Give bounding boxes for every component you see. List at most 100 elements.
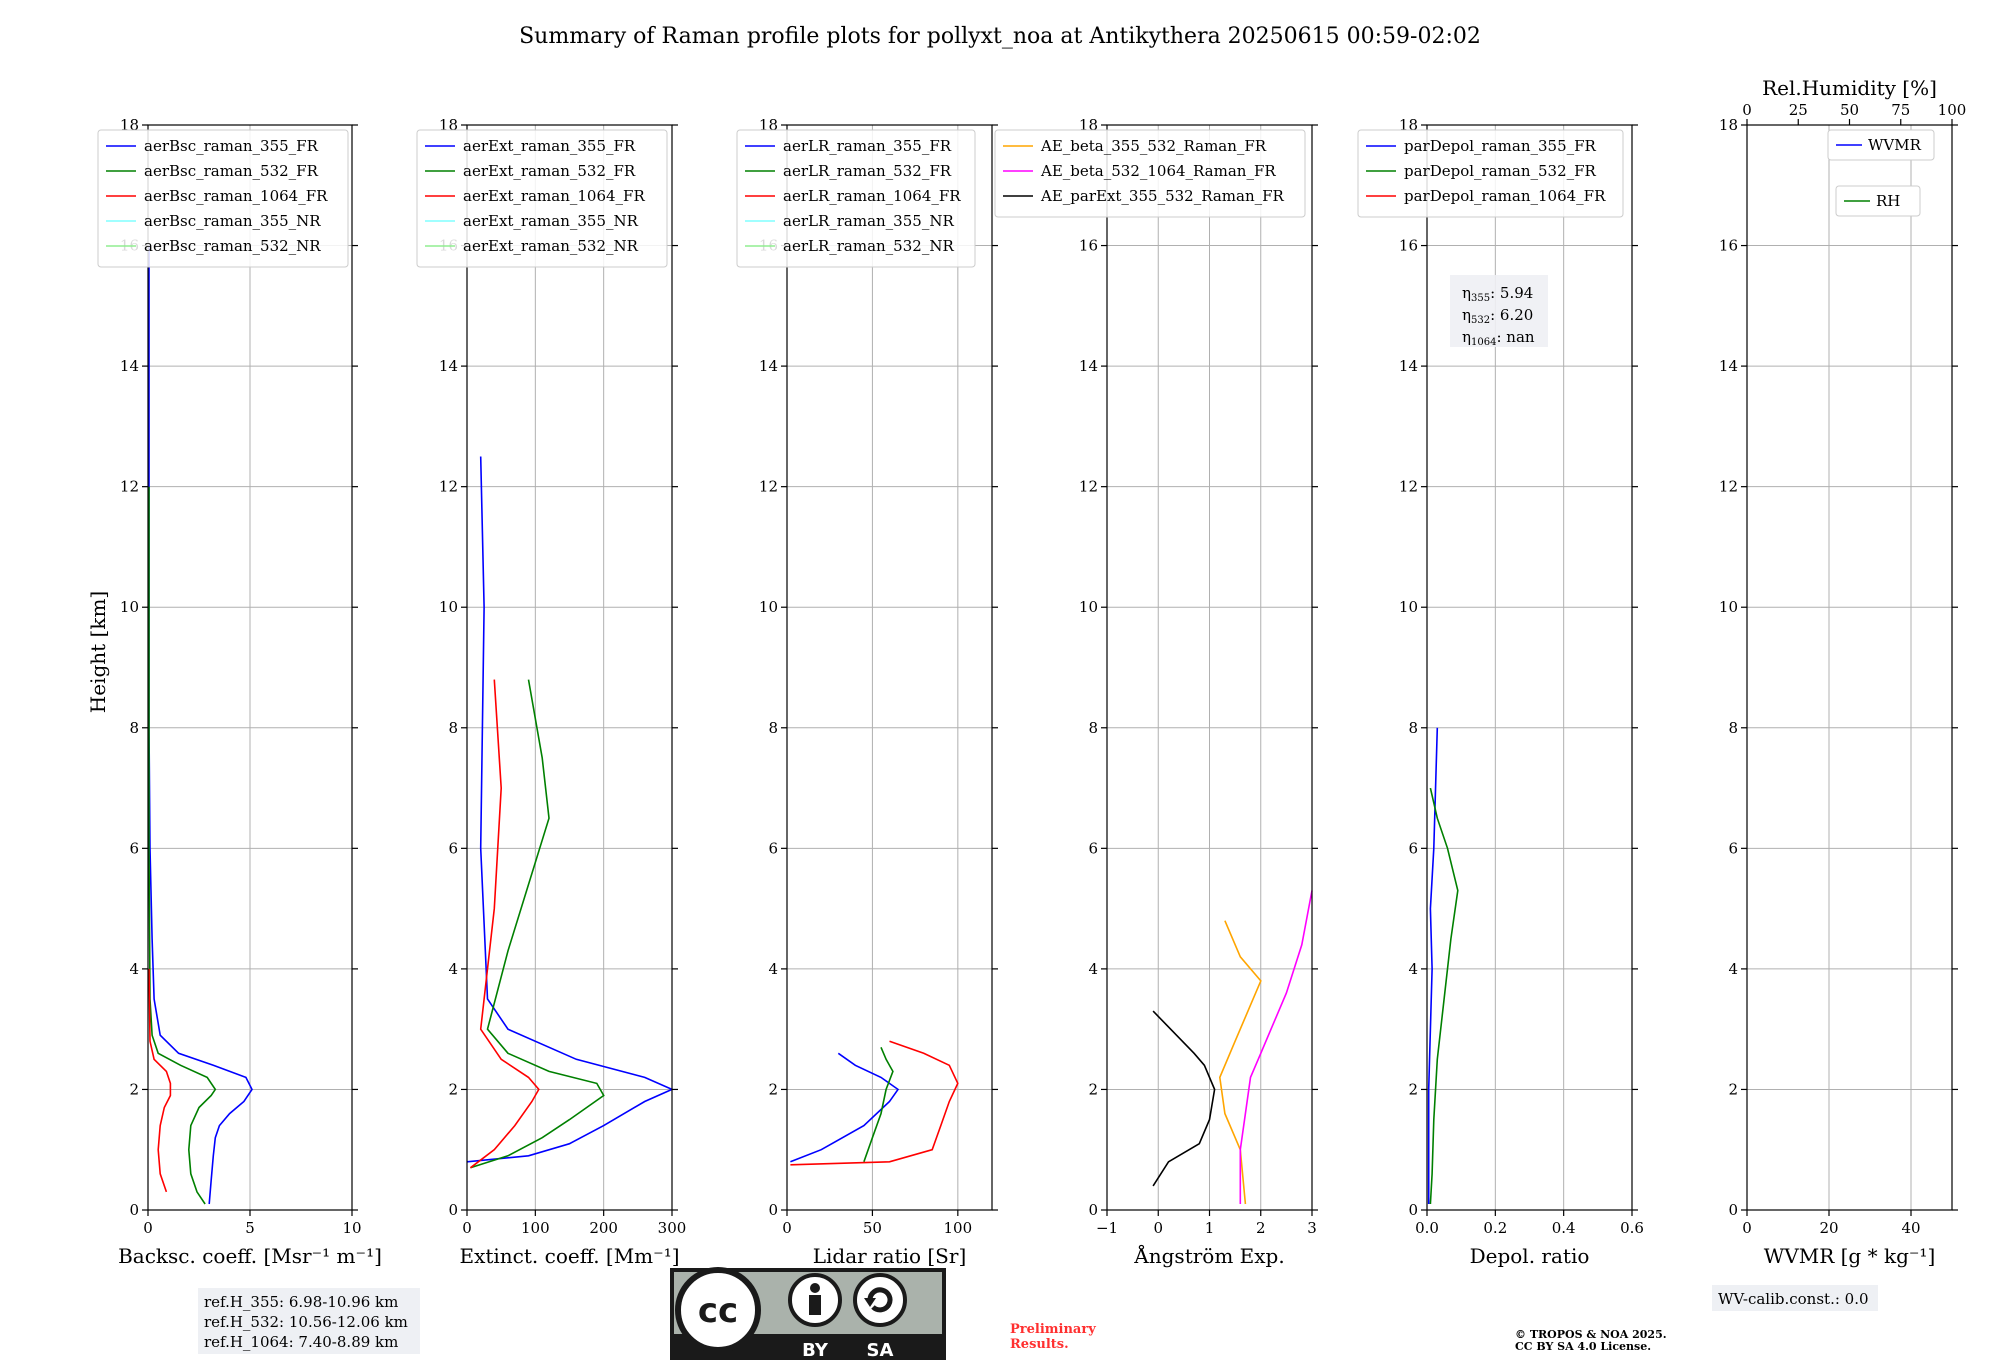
legend-label: aerBsc_raman_532_FR: [144, 162, 319, 180]
y-tick-label: 6: [1728, 839, 1738, 857]
y-tick-label: 2: [1088, 1080, 1098, 1098]
legend-label: aerExt_raman_355_FR: [463, 137, 636, 155]
x-tick-label: 0.6: [1620, 1219, 1644, 1237]
x-tick-label: −1: [1096, 1219, 1118, 1237]
legend-label: AE_beta_532_1064_Raman_FR: [1040, 162, 1276, 180]
top-tick-label: 50: [1840, 101, 1859, 119]
series-aerExt_raman_355_FR: [466, 456, 674, 1163]
x-tick-label: 1: [1205, 1219, 1215, 1237]
y-tick-label: 10: [759, 598, 778, 616]
axes-frame: [786, 124, 993, 1211]
y-tick-label: 14: [439, 357, 458, 375]
x-axis-label: Depol. ratio: [1470, 1244, 1590, 1268]
legend-label: aerBsc_raman_355_NR: [144, 212, 321, 230]
svg-text:WV-calib.const.: 0.0: WV-calib.const.: 0.0: [1718, 1290, 1869, 1308]
copyright-line-1: © TROPOS & NOA 2025.: [1515, 1328, 1667, 1341]
panel-bsc: 0246810121416180510Backsc. coeff. [Msr⁻¹…: [97, 116, 382, 1268]
axes-frame: [1426, 124, 1633, 1211]
series-aerBsc_raman_1064_FR: [148, 968, 172, 1193]
legend-bsc: aerBsc_raman_355_FR aerBsc_raman_532_FRae…: [97, 129, 349, 268]
y-tick-label: 0: [1728, 1201, 1738, 1219]
svg-text:RH: RH: [1876, 192, 1900, 210]
legend-ae: AE_beta_355_532_Raman_FR AE_beta_532_1064…: [994, 129, 1306, 218]
legend-label: AE_parExt_355_532_Raman_FR: [1040, 187, 1285, 205]
svg-text:BY: BY: [802, 1340, 829, 1360]
y-tick-label: 6: [448, 839, 458, 857]
y-tick-label: 0: [1088, 1201, 1098, 1219]
wv-calib-box: WV-calib.const.: 0.0: [1712, 1285, 1878, 1311]
top-tick-label: 0: [1742, 101, 1752, 119]
y-tick-label: 4: [448, 960, 458, 978]
ref-h-1064: ref.H_1064: 7.40-8.89 km: [204, 1333, 398, 1351]
y-tick-label: 14: [1399, 357, 1418, 375]
y-tick-label: 12: [1719, 478, 1738, 496]
y-tick-label: 6: [1088, 839, 1098, 857]
top-tick-label: 100: [1938, 101, 1967, 119]
series-parDepol_raman_355_FR: [1427, 727, 1439, 1204]
legend-dep: parDepol_raman_355_FR parDepol_raman_532_…: [1357, 129, 1624, 218]
preliminary-results-label: Results.: [1010, 1337, 1069, 1352]
series-aerLR_raman_1064_FR: [790, 1040, 959, 1166]
x-tick-label: 3: [1307, 1219, 1317, 1237]
y-tick-label: 0: [129, 1201, 139, 1219]
x-tick-label: 100: [944, 1219, 973, 1237]
x-tick-label: 0: [143, 1219, 153, 1237]
x-tick-label: 50: [863, 1219, 882, 1237]
y-tick-label: 8: [1728, 719, 1738, 737]
y-tick-label: 0: [768, 1201, 778, 1219]
y-tick-label: 2: [768, 1080, 778, 1098]
series-aerExt_raman_1064_FR: [469, 679, 540, 1169]
legend-label: parDepol_raman_355_FR: [1404, 137, 1597, 155]
y-tick-label: 4: [1728, 960, 1738, 978]
y-tick-label: 12: [1079, 478, 1098, 496]
legend-label: AE_beta_355_532_Raman_FR: [1040, 137, 1267, 155]
y-tick-label: 6: [129, 839, 139, 857]
y-tick-label: 14: [759, 357, 778, 375]
x-tick-label: 100: [521, 1219, 550, 1237]
legend-rh: RH: [1835, 185, 1921, 217]
x-tick-label: 0.0: [1415, 1219, 1439, 1237]
top-axis-label: Rel.Humidity [%]: [1762, 76, 1937, 100]
ref-h-532: ref.H_532: 10.56-12.06 km: [204, 1313, 408, 1331]
x-axis-label: Extinct. coeff. [Mm⁻¹]: [459, 1244, 679, 1268]
y-tick-label: 16: [1079, 237, 1098, 255]
series-aerLR_raman_355_FR: [790, 1052, 900, 1163]
legend-label: aerExt_raman_532_NR: [463, 237, 639, 255]
series-aerExt_raman_532_FR: [470, 679, 605, 1169]
series-AE_beta_355_532_Raman_FR: [1218, 920, 1262, 1205]
x-tick-label: 2: [1256, 1219, 1266, 1237]
chart-title: Summary of Raman profile plots for polly…: [519, 24, 1481, 49]
x-axis-label: Backsc. coeff. [Msr⁻¹ m⁻¹]: [118, 1244, 382, 1268]
y-tick-label: 10: [120, 598, 139, 616]
x-tick-label: 0.4: [1552, 1219, 1576, 1237]
y-tick-label: 16: [1399, 237, 1418, 255]
x-tick-label: 10: [342, 1219, 361, 1237]
series-parDepol_raman_532_FR: [1429, 787, 1459, 1205]
legend-wvmr: WVMR: [1827, 129, 1935, 161]
y-tick-label: 8: [129, 719, 139, 737]
x-tick-label: 200: [589, 1219, 618, 1237]
x-tick-label: 0: [1742, 1219, 1752, 1237]
y-tick-label: 16: [1719, 237, 1738, 255]
x-axis-label: Ångström Exp.: [1133, 1243, 1284, 1268]
y-tick-label: 12: [439, 478, 458, 496]
y-tick-label: 10: [1719, 598, 1738, 616]
axes-frame: [466, 124, 673, 1211]
x-axis-label: WVMR [g * kg⁻¹]: [1764, 1244, 1936, 1268]
cc-license-badge: cc BY SA: [670, 1267, 946, 1360]
legend-label: aerBsc_raman_532_NR: [144, 237, 321, 255]
y-tick-label: 8: [448, 719, 458, 737]
y-tick-label: 4: [1088, 960, 1098, 978]
series-aerBsc_raman_355_FR: [148, 245, 253, 1205]
ref-h-355: ref.H_355: 6.98-10.96 km: [204, 1293, 398, 1311]
panel-ext: 0246810121416180100200300Extinct. coeff.…: [416, 116, 686, 1268]
cc-icon: [675, 1267, 761, 1353]
legend-lr: aerLR_raman_355_FR aerLR_raman_532_FR aerL…: [736, 129, 976, 268]
y-tick-label: 14: [120, 357, 139, 375]
y-tick-label: 10: [1399, 598, 1418, 616]
panel-lr: 024681012141618050100Lidar ratio [Sr]aer…: [736, 116, 998, 1268]
panels: 0246810121416180510Backsc. coeff. [Msr⁻¹…: [97, 76, 1967, 1268]
y-tick-label: 12: [120, 478, 139, 496]
